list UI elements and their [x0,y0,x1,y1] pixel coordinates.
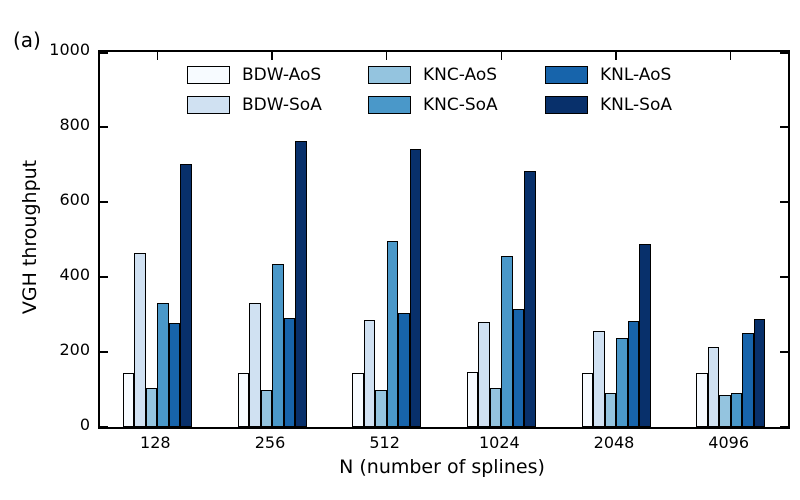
x-tick-mark [385,419,388,427]
bar-knl-soa-128 [180,163,192,427]
x-tick-mark [156,419,159,427]
bar-knc-soa-1024 [501,256,513,427]
legend-entry-knl-soa: KNL-SoA [545,96,672,114]
y-tick-mark [100,425,108,427]
legend-swatch-icon [187,66,230,84]
bar-knc-aos-256 [260,389,272,427]
bar-bdw-soa-4096 [707,347,720,427]
x-tick-mark [615,419,617,427]
bar-knc-soa-128 [157,303,169,427]
y-tick-mark [100,126,108,128]
bar-knc-aos-128 [145,387,158,427]
legend-label: KNL-AoS [600,64,672,85]
x-tick-mark [385,52,388,60]
bar-bdw-soa-512 [363,320,376,427]
legend-swatch-icon [545,96,588,114]
legend-entry-knc-soa: KNC-SoA [368,96,545,114]
y-tick-mark [780,425,788,427]
bar-bdw-soa-1024 [478,322,490,427]
legend-swatch-icon [368,66,411,84]
x-tick-mark [271,419,273,427]
bar-bdw-aos-4096 [696,372,708,427]
legend-entry-bdw-aos: BDW-AoS [187,66,368,84]
legend-entry-bdw-soa: BDW-SoA [187,96,368,114]
bar-knc-soa-2048 [616,338,628,427]
x-tick-label: 128 [140,433,171,452]
y-tick-mark [780,126,788,128]
legend-label: BDW-AoS [242,64,322,85]
bar-bdw-aos-2048 [581,372,593,427]
bar-knl-aos-256 [283,318,295,427]
bar-knc-aos-512 [375,389,387,427]
y-tick-mark [780,52,788,54]
bar-knc-soa-256 [272,263,284,427]
figure-panel-label: (a) [13,28,41,52]
legend-swatch-icon [368,96,411,114]
x-tick-label: 2048 [593,433,635,452]
bar-knl-aos-4096 [742,333,754,427]
y-tick-mark [780,351,788,353]
y-tick-label: 200 [59,340,90,359]
x-tick-mark [729,52,732,60]
legend-label: KNC-SoA [423,94,498,115]
legend-swatch-icon [545,66,588,84]
x-tick-mark [729,419,732,427]
x-tick-mark [500,419,503,427]
bar-bdw-aos-256 [237,372,249,427]
legend-entry-knc-aos: KNC-AoS [368,66,545,84]
y-tick-label: 1000 [49,40,90,59]
x-tick-mark [500,52,503,60]
bar-bdw-soa-128 [134,252,146,427]
bar-knc-aos-2048 [604,393,616,427]
x-tick-label: 256 [254,433,286,452]
bar-knc-soa-512 [386,240,399,427]
legend-label: BDW-SoA [242,94,322,115]
y-tick-mark [100,351,108,353]
bar-knl-soa-4096 [753,319,766,427]
bar-bdw-soa-256 [249,303,261,427]
x-tick-label: 1024 [478,433,520,452]
x-axis-title: N (number of splines) [339,456,545,478]
bar-knl-soa-512 [409,148,422,427]
legend-swatch-icon [187,96,230,114]
bar-knl-aos-2048 [627,320,639,427]
bar-knl-soa-256 [295,140,307,427]
bar-knc-soa-4096 [730,392,743,427]
y-tick-label: 800 [59,115,90,134]
x-tick-mark [271,52,273,60]
y-tick-label: 0 [79,415,90,434]
x-tick-mark [615,52,617,60]
x-tick-label: 4096 [708,433,750,452]
legend-label: KNC-AoS [423,64,498,85]
bar-knl-aos-1024 [512,308,525,427]
x-tick-label: 512 [369,433,400,452]
x-tick-mark [156,52,159,60]
y-axis-title: VGH throughput [19,159,41,315]
y-tick-mark [780,276,788,278]
bar-knc-aos-1024 [489,387,502,427]
bar-bdw-aos-1024 [466,371,479,427]
y-tick-label: 400 [59,265,90,284]
bar-knl-soa-2048 [639,243,651,427]
bar-knl-aos-512 [398,313,410,427]
y-tick-label: 600 [59,190,90,209]
y-tick-mark [100,276,108,278]
y-tick-mark [780,201,788,203]
legend: BDW-AoS KNC-AoS KNL-AoS BDW-SoA KNC-SoA KNL-S… [187,66,672,114]
bar-knl-aos-128 [168,323,181,427]
y-tick-mark [100,201,108,203]
bar-knc-aos-4096 [719,395,731,427]
legend-entry-knl-aos: KNL-AoS [545,66,672,84]
legend-label: KNL-SoA [600,94,672,115]
bar-bdw-soa-2048 [593,331,605,427]
y-tick-mark [100,52,108,54]
bar-knl-soa-1024 [524,170,536,427]
bar-bdw-aos-128 [122,372,135,427]
bar-bdw-aos-512 [352,372,364,427]
